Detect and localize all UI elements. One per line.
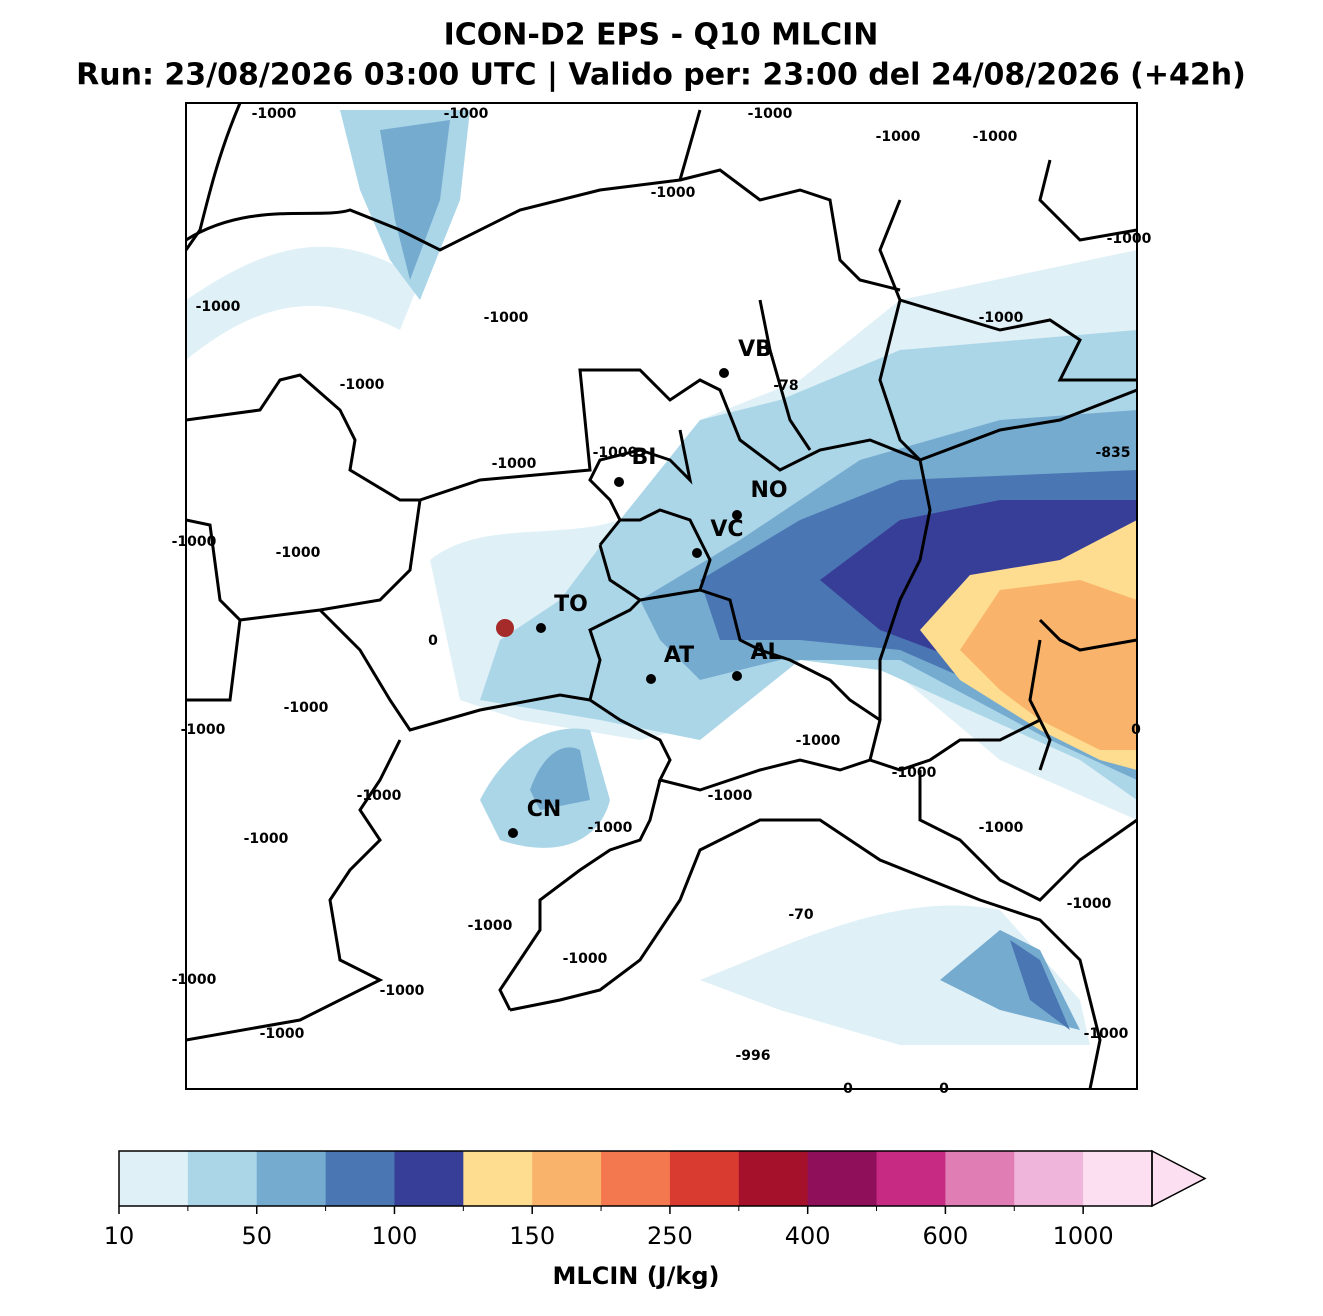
colorbar-bin xyxy=(876,1151,946,1206)
colorbar-bin xyxy=(463,1151,533,1206)
colorbar-bin xyxy=(119,1151,189,1206)
contour-label: 0 xyxy=(1131,722,1141,738)
contour-label: -1000 xyxy=(284,700,329,716)
location-marker xyxy=(496,619,514,637)
colorbar-tick-label: 100 xyxy=(372,1222,418,1250)
colorbar-bin xyxy=(256,1151,327,1206)
contour-label: -1000 xyxy=(1067,896,1112,912)
contour-label: -1000 xyxy=(748,106,793,122)
city-dot xyxy=(732,510,742,520)
contour-label: -78 xyxy=(773,378,798,394)
colorbar-tick-label: 50 xyxy=(241,1222,272,1250)
city-label: AT xyxy=(664,643,694,668)
contour-label: -1000 xyxy=(588,820,633,836)
contour-label: -1000 xyxy=(468,918,513,934)
colorbar-bin xyxy=(601,1151,671,1206)
contour-label: -1000 xyxy=(979,310,1024,326)
contour-label: -1000 xyxy=(260,1026,305,1042)
city-dot xyxy=(508,828,518,838)
contour-label: -1000 xyxy=(796,733,841,749)
colorbar-tick-label: 1000 xyxy=(1053,1222,1114,1250)
contour-label: -1000 xyxy=(244,831,289,847)
colorbar-tick-label: 600 xyxy=(922,1222,968,1250)
contour-label: -1000 xyxy=(196,299,241,315)
contour-label: -1000 xyxy=(876,129,921,145)
contour-label: -70 xyxy=(788,907,814,923)
contour-label: -1000 xyxy=(181,722,226,738)
colorbar-label: MLCIN (J/kg) xyxy=(553,1262,720,1290)
contour-label: -1000 xyxy=(563,951,608,967)
subtitle: Run: 23/08/2026 03:00 UTC | Valido per: … xyxy=(76,58,1246,93)
borders xyxy=(186,103,1137,1089)
contour-label: -835 xyxy=(1095,445,1130,461)
city-label: AL xyxy=(750,640,781,665)
contour-label: -1000 xyxy=(1107,231,1152,247)
contour-label: -1000 xyxy=(172,972,217,988)
city-label: VC xyxy=(710,517,743,542)
map-fields xyxy=(186,110,1137,1045)
colorbar-bin xyxy=(669,1151,740,1206)
map-frame xyxy=(185,102,1138,1090)
contour-label: -1000 xyxy=(252,106,297,122)
city-label: BI xyxy=(632,445,657,470)
contour-label: 0 xyxy=(428,633,438,649)
contour-label: -1000 xyxy=(276,545,321,561)
city-dot xyxy=(646,674,656,684)
colorbar-bin xyxy=(532,1151,602,1206)
contour-label: -1000 xyxy=(340,377,385,393)
contour-label: -1000 xyxy=(380,983,425,999)
colorbar-tick-label: 150 xyxy=(509,1222,555,1250)
city-label: VB xyxy=(738,337,772,362)
city-dot xyxy=(719,368,729,378)
colorbar-bin xyxy=(1083,1151,1153,1206)
map: VB BI NO VC TO AT AL CN -1000 -1000 -1000 -1000 -100… xyxy=(172,102,1152,1097)
colorbar-bin xyxy=(738,1151,809,1206)
colorbar-bin xyxy=(325,1151,395,1206)
contour-label: -1000 xyxy=(172,534,217,550)
city-dot xyxy=(536,623,546,633)
colorbar-tick-label: 250 xyxy=(647,1222,693,1250)
colorbar-tick-label: 400 xyxy=(785,1222,831,1250)
contour-label: -1000 xyxy=(1084,1026,1129,1042)
city-label: NO xyxy=(750,478,787,503)
contour-label: -1000 xyxy=(484,310,529,326)
city-label: CN xyxy=(527,797,562,822)
colorbar-bin xyxy=(1014,1151,1084,1206)
city-dot xyxy=(614,477,624,487)
colorbar-tick-label: 10 xyxy=(104,1222,135,1250)
contour-label: 0 xyxy=(843,1081,853,1097)
contour-label: -1000 xyxy=(892,765,937,781)
contour-label: -1000 xyxy=(357,788,402,804)
contour-label: -1000 xyxy=(979,820,1024,836)
contour-label: -1000 xyxy=(651,185,696,201)
contour-label: -996 xyxy=(735,1048,770,1064)
colorbar-bin xyxy=(394,1151,464,1206)
city-dot xyxy=(732,671,742,681)
contour-label: -1000 xyxy=(444,106,489,122)
colorbar-bin xyxy=(807,1151,878,1206)
colorbar-bin xyxy=(945,1151,1015,1206)
title: ICON-D2 EPS - Q10 MLCIN xyxy=(444,18,879,53)
city-label: TO xyxy=(554,592,588,617)
colorbar: 10 50 100 150 250 400 600 1000 xyxy=(104,1149,1207,1250)
colorbar-extend xyxy=(1151,1149,1207,1208)
contour-label: 0 xyxy=(939,1081,949,1097)
contour-label: -1000 xyxy=(492,456,537,472)
contour-label: -1000 xyxy=(708,788,753,804)
city-dot xyxy=(692,548,702,558)
contour-label: -1000 xyxy=(593,445,638,461)
colorbar-frame xyxy=(118,1150,1153,1207)
contour-label: -1000 xyxy=(973,129,1018,145)
colorbar-bin xyxy=(187,1151,258,1206)
